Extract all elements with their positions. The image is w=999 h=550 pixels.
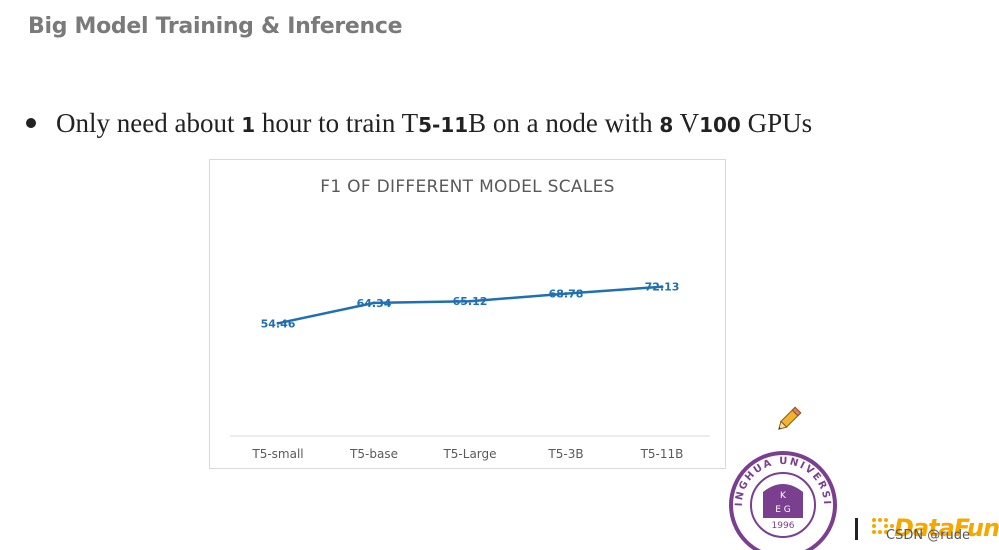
- bullet-text-2: hour to train T: [255, 108, 419, 138]
- bullet-number-hours: 1: [241, 113, 256, 137]
- data-point: [372, 301, 376, 305]
- bullet-number-v100: 100: [699, 113, 741, 137]
- line-chart: T5-small T5-base T5-Large T5-3B T5-11B 54.46 6…: [230, 281, 710, 461]
- chart-title: F1 OF DIFFERENT MODEL SCALES: [320, 177, 615, 197]
- bullet-text-1: Only need about: [56, 108, 242, 138]
- bullet-point: Only need about 1 hour to train T5-11B o…: [26, 108, 812, 139]
- data-point: [660, 285, 664, 289]
- x-tick-label: T5-11B: [640, 447, 684, 461]
- bullet-text-3: B on a node with: [468, 108, 660, 138]
- datafun-dots-icon: [872, 518, 894, 534]
- seal-year: 1996: [772, 521, 795, 531]
- bullet-number-model: 5-11: [418, 113, 469, 137]
- data-label: 54.46: [261, 317, 296, 330]
- tsinghua-seal-logo: TSINGHUA UNIVERSITY K E G 1996: [728, 450, 837, 550]
- data-label: 68.78: [549, 288, 584, 301]
- x-tick-label: T5-3B: [547, 447, 583, 461]
- data-point: [468, 299, 472, 303]
- datafun-brand: DataFun.: [894, 514, 999, 542]
- bullet-number-gpus: 8: [659, 113, 674, 137]
- x-tick-label: T5-base: [349, 447, 398, 461]
- slide-title: Big Model Training & Inference: [28, 14, 403, 39]
- data-label: 65.12: [453, 295, 488, 308]
- chart-container: F1 OF DIFFERENT MODEL SCALES T5-small T5-…: [209, 159, 726, 469]
- logo-divider: [855, 518, 858, 540]
- data-label: 64.34: [357, 297, 392, 310]
- bullet-text-5: GPUs: [740, 108, 813, 138]
- csdn-watermark: CSDN @rude: [886, 528, 971, 543]
- data-label: 72.13: [645, 281, 680, 294]
- pencil-icon: [778, 406, 802, 430]
- data-point: [564, 292, 568, 296]
- svg-text:K: K: [780, 491, 787, 501]
- bullet-icon: [26, 117, 36, 128]
- x-tick-label: T5-small: [251, 447, 303, 461]
- bullet-text-4: V: [673, 108, 700, 138]
- x-tick-label: T5-Large: [442, 447, 496, 461]
- svg-text:E G: E G: [775, 505, 791, 515]
- data-point: [276, 321, 280, 325]
